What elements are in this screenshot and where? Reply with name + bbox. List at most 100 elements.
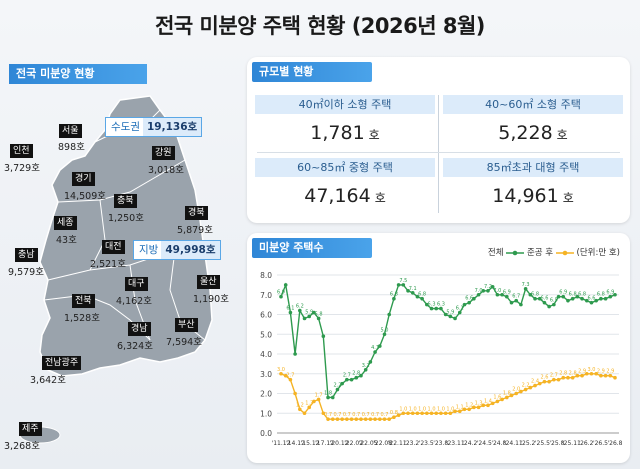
data-point: [570, 296, 575, 301]
data-label: 2.7: [550, 373, 558, 379]
data-point: [359, 417, 363, 421]
region-value: 1,190호: [193, 294, 229, 305]
region-value: 898호: [58, 142, 85, 153]
x-tick-label: '25.5: [535, 440, 550, 447]
data-label: 2.2: [522, 383, 530, 389]
data-point: [584, 371, 589, 376]
data-point: [439, 411, 443, 416]
y-tick-label: 4.0: [260, 350, 272, 359]
map-header: 전국 미분양 현황: [9, 64, 147, 84]
callout-value: 49,998호: [161, 241, 220, 259]
data-point: [462, 302, 467, 307]
data-point: [495, 399, 500, 404]
region-value: 4,162호: [116, 296, 152, 307]
data-point: [453, 409, 457, 414]
data-point: [406, 411, 410, 416]
data-point: [373, 350, 377, 354]
data-point: [490, 285, 495, 289]
data-point: [608, 294, 613, 299]
region-value: 43호: [56, 235, 77, 246]
data-label: 1.0: [428, 406, 436, 412]
data-label: 2.0: [512, 387, 520, 393]
data-label: 1.4: [484, 398, 492, 404]
data-point: [594, 298, 598, 303]
data-label: 0.7: [381, 412, 389, 418]
x-tick-label: '26.5: [593, 440, 608, 447]
region-name: 제주: [19, 422, 42, 436]
data-point: [382, 332, 387, 337]
region-name: 전남광주: [42, 356, 82, 370]
data-point: [552, 302, 556, 307]
region-name: 인천: [10, 144, 33, 158]
data-label: 1.6: [493, 394, 501, 400]
data-label: 6.6: [588, 296, 596, 302]
data-point: [472, 296, 476, 301]
size-cell-value: 5,228 호: [498, 122, 568, 144]
data-label: 1.2: [465, 402, 473, 408]
data-label: 1.8: [503, 390, 511, 396]
data-label: 2.7: [286, 373, 294, 379]
size-cell-1: 40㎡이하 소형 주택 1,781 호: [255, 95, 435, 144]
size-cell-label: 40㎡이하 소형 주택: [255, 95, 435, 114]
data-point: [519, 302, 523, 307]
region-callout: 지방 49,998호: [133, 240, 221, 260]
data-point: [462, 407, 467, 412]
data-point: [505, 395, 509, 400]
size-cell-label: 40~60㎡ 소형 주택: [443, 95, 623, 114]
data-point: [575, 373, 580, 378]
data-point: [439, 306, 443, 311]
data-point: [349, 417, 354, 421]
data-point: [570, 375, 575, 380]
x-tick-label: '22.05: [359, 440, 378, 447]
region-value: 5,879호: [177, 225, 213, 236]
size-cell-3: 60~85㎡ 중형 주택 47,164 호: [255, 158, 435, 207]
data-point: [556, 294, 561, 299]
data-point: [321, 411, 326, 416]
data-label: 2.9: [578, 369, 586, 375]
region-name: 서울: [59, 124, 82, 138]
data-point: [594, 371, 598, 376]
region-name: 울산: [197, 275, 220, 289]
data-point: [547, 304, 551, 309]
data-point: [613, 292, 617, 297]
data-label: 5.0: [381, 327, 389, 333]
chart-panel-header: 미분양 주택수: [252, 238, 372, 258]
data-point: [279, 371, 283, 376]
size-cell-label: 85㎡초과 대형 주택: [443, 158, 623, 177]
region-name: 대구: [125, 277, 148, 291]
data-label: 0.7: [324, 412, 332, 418]
data-point: [434, 411, 439, 416]
x-tick-label: '11.12: [272, 440, 291, 447]
size-cell-label: 60~85㎡ 중형 주택: [255, 158, 435, 177]
korea-map: 서울 898호 인천 3,729호 경기 14,509호 강원 3,018호 충북 1,250호 세…: [0, 90, 240, 469]
data-label: 6.8: [597, 292, 605, 298]
data-point: [589, 300, 594, 305]
data-label: 1.1: [456, 404, 464, 410]
region-value: 7,594호: [166, 337, 202, 348]
data-label: 6.9: [277, 290, 285, 296]
data-label: 6.6: [465, 296, 473, 302]
region-callout: 수도권 19,136호: [105, 117, 203, 137]
data-point: [448, 411, 453, 416]
data-label: 6.7: [512, 294, 520, 300]
data-point: [396, 413, 401, 418]
data-point: [547, 379, 551, 384]
data-label: 6.5: [550, 298, 558, 304]
data-point: [298, 407, 302, 412]
data-point: [410, 411, 415, 416]
data-label: 2.4: [531, 379, 539, 385]
data-label: 4.1: [371, 345, 379, 351]
y-tick-label: 8.0: [260, 271, 272, 280]
data-label: 1.2: [296, 402, 304, 408]
x-tick-label: '14.12: [286, 440, 305, 447]
data-point: [330, 395, 335, 400]
data-label: 3.0: [588, 367, 596, 373]
data-point: [500, 397, 504, 402]
data-label: 2.9: [597, 369, 605, 375]
data-point: [340, 417, 344, 421]
data-point: [410, 290, 415, 295]
data-label: 2.6: [540, 375, 548, 381]
data-point: [481, 289, 486, 293]
data-point: [368, 360, 373, 364]
y-tick-label: 1.0: [260, 409, 272, 418]
